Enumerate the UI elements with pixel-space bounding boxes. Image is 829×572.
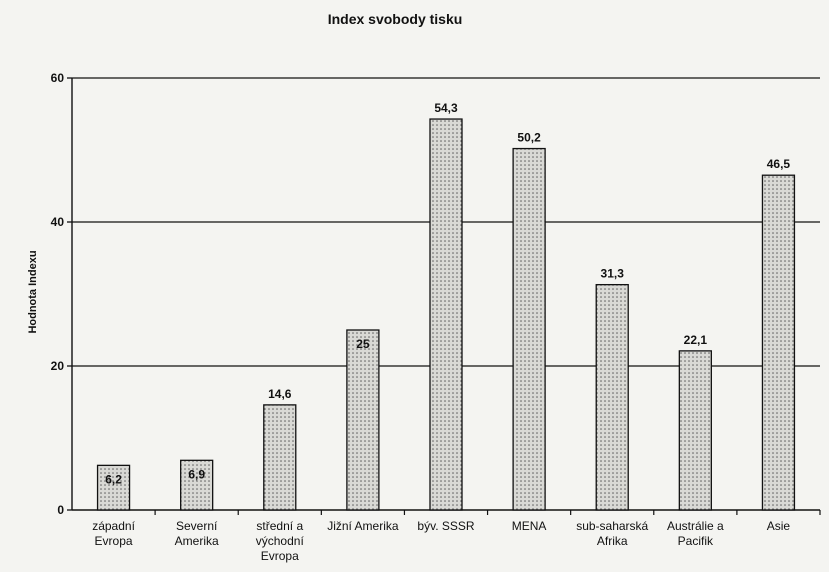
data-label: 22,1 [684, 333, 708, 347]
x-tick-label: západní Evropa [92, 519, 135, 548]
y-tick-label: 60 [51, 71, 65, 85]
data-label: 31,3 [601, 267, 625, 281]
data-label: 54,3 [434, 101, 458, 115]
y-tick-label: 0 [57, 503, 64, 517]
data-label: 25 [356, 337, 370, 351]
bar [429, 118, 463, 511]
plot-area: 0 20 40 60 6,2 západní Evropa 6,9 Severní Amerika… [51, 71, 821, 563]
x-tick-label: Austrálie a Pacifik [667, 519, 724, 548]
data-label: 14,6 [268, 387, 292, 401]
bar [678, 350, 712, 511]
y-tick-label: 20 [51, 359, 65, 373]
bar [180, 459, 214, 511]
data-label: 6,9 [188, 467, 205, 481]
x-tick-label: Severní Amerika [175, 519, 219, 548]
x-tick-label: býv. SSSR [417, 519, 474, 533]
bar [263, 404, 297, 511]
bar [595, 283, 629, 511]
chart-title: Index svobody tisku [328, 11, 463, 27]
bar [96, 464, 131, 511]
bar [346, 329, 380, 511]
bar [761, 174, 796, 511]
data-label: 6,2 [105, 472, 122, 486]
y-tick-label: 40 [51, 215, 65, 229]
x-tick-label: střední a východní Evropa [256, 519, 305, 563]
x-tick-label: sub-saharská Afrika [576, 519, 648, 548]
data-label: 50,2 [517, 131, 541, 145]
x-tick-label: MENA [512, 519, 547, 533]
data-label: 46,5 [767, 157, 791, 171]
y-axis-label: Hodnota Indexu [27, 250, 39, 333]
x-tick-label: Asie [767, 519, 791, 533]
x-tick-label: Jižní Amerika [327, 519, 399, 533]
bar [512, 147, 546, 511]
